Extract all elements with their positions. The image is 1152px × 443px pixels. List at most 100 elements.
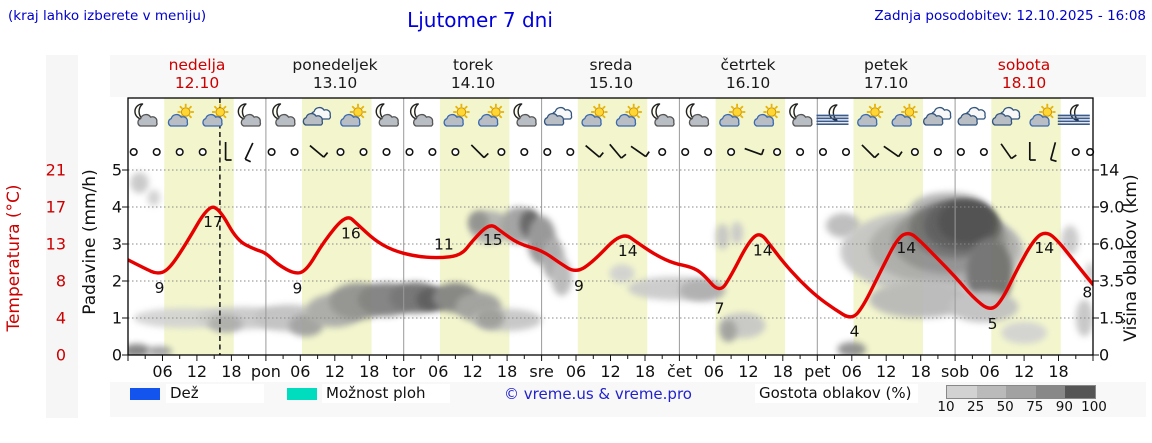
wind-calm-icon bbox=[910, 147, 919, 157]
svg-text:2: 2 bbox=[112, 272, 122, 291]
weather-icon-sun-cloud bbox=[581, 103, 608, 127]
density-segment bbox=[976, 386, 1007, 398]
rain-legend-swatch bbox=[130, 388, 160, 400]
wind-calm-icon bbox=[520, 147, 529, 157]
wind-calm-icon bbox=[979, 147, 988, 157]
temp-value-label: 8 bbox=[1082, 284, 1092, 302]
day-date: 14.10 bbox=[450, 74, 496, 92]
weather-icon-cloudy bbox=[957, 106, 986, 126]
density-stop-label: 25 bbox=[967, 399, 985, 415]
wind-calm-icon bbox=[933, 147, 942, 157]
hour-tick-label: 12 bbox=[462, 362, 482, 381]
wind-calm-icon bbox=[359, 147, 368, 157]
day-name: sobota bbox=[997, 56, 1051, 74]
temp-value-labels: 9 17 9 16 11 15 9 14 7 14 4 14 5 14 8 bbox=[155, 213, 1093, 341]
cloud-blob bbox=[475, 306, 505, 330]
hour-tick-label: 06 bbox=[428, 362, 448, 381]
cloud-blob bbox=[609, 264, 635, 283]
wind-calm-icon bbox=[152, 147, 161, 157]
day-date: 16.10 bbox=[725, 74, 771, 92]
cloud-blob bbox=[128, 343, 151, 355]
day-date: 13.10 bbox=[312, 74, 358, 92]
weather-icon-sun-cloud bbox=[615, 103, 642, 127]
cloud-blob bbox=[719, 319, 737, 342]
time-axis-labels: 06 12 18 pon 06 12 18 tor 06 12 18 sre 06 12 18 čet 06 12… bbox=[152, 362, 1068, 381]
svg-text:4: 4 bbox=[112, 198, 122, 217]
cloud-axis-title: Višina oblakov (km) bbox=[1121, 174, 1141, 341]
svg-text:3: 3 bbox=[112, 235, 122, 254]
wind-calm-icon bbox=[796, 147, 805, 157]
temp-value-label: 14 bbox=[1034, 239, 1054, 257]
weather-icon-sun-cloud bbox=[478, 103, 505, 127]
svg-text:0: 0 bbox=[112, 346, 122, 365]
svg-text:13: 13 bbox=[46, 235, 66, 254]
temp-value-label: 4 bbox=[850, 323, 860, 341]
wind-calm-icon bbox=[704, 147, 713, 157]
svg-text:6.0: 6.0 bbox=[1099, 235, 1124, 254]
cloud-blob bbox=[468, 210, 489, 233]
day-date: 15.10 bbox=[588, 74, 634, 92]
hour-tick-label: 12 bbox=[1014, 362, 1034, 381]
day-header-torek: torek 14.10 bbox=[404, 56, 542, 92]
wind-calm-icon bbox=[841, 147, 851, 157]
svg-text:4: 4 bbox=[56, 309, 66, 328]
wind-calm-icon bbox=[956, 147, 965, 157]
temp-axis-title: Temperatura (°C) bbox=[4, 184, 24, 332]
weather-icon-cloudy bbox=[923, 106, 952, 126]
hour-tick-label: 12 bbox=[876, 362, 896, 381]
svg-text:21: 21 bbox=[46, 161, 66, 180]
wind-calm-icon bbox=[658, 147, 667, 157]
svg-text:0: 0 bbox=[1099, 346, 1109, 365]
copyright-link[interactable]: © vreme.us & vreme.pro bbox=[504, 385, 692, 403]
day-header-ponedeljek: ponedeljek 13.10 bbox=[266, 56, 404, 92]
svg-text:17: 17 bbox=[46, 198, 66, 217]
day-header-cetrtek: četrtek 16.10 bbox=[679, 56, 817, 92]
temp-value-label: 7 bbox=[715, 299, 725, 317]
day-header-nedelja: nedelja 12.10 bbox=[128, 56, 266, 92]
cloud-blob bbox=[937, 200, 996, 244]
day-abbrev-label: sre bbox=[529, 362, 553, 381]
day-dividers bbox=[265, 98, 956, 355]
wind-barb-icon bbox=[744, 147, 765, 156]
hour-tick-label: 06 bbox=[979, 362, 999, 381]
day-header-band bbox=[110, 55, 1146, 97]
weather-icon-moon-cloud bbox=[237, 103, 262, 127]
shower-legend-label: Možnost ploh bbox=[322, 384, 450, 403]
temp-value-label: 16 bbox=[341, 224, 361, 242]
weather-icons bbox=[134, 103, 1090, 127]
weather-icon-sun-cloud bbox=[857, 103, 884, 127]
cloud-density-label: Gostota oblakov (%) bbox=[755, 384, 918, 403]
hour-tick-label: 06 bbox=[842, 362, 862, 381]
day-name: petek bbox=[864, 56, 908, 74]
wind-calm-icon bbox=[818, 147, 828, 157]
cloud-blob bbox=[147, 189, 161, 206]
density-stop-label: 10 bbox=[937, 399, 955, 415]
weather-icon-sun-cloud bbox=[202, 103, 229, 127]
density-stop-label: 50 bbox=[996, 399, 1014, 415]
wind-calm-icon bbox=[543, 147, 552, 157]
wind-calm-icon bbox=[428, 147, 437, 157]
density-segment bbox=[1006, 386, 1036, 398]
weather-icon-moon-fog bbox=[1057, 104, 1090, 126]
wind-barb-icon bbox=[1000, 143, 1017, 160]
last-update: Zadnja posodobitev: 12.10.2025 - 16:08 bbox=[874, 8, 1146, 24]
hour-tick-label: 18 bbox=[359, 362, 379, 381]
cloud-blob bbox=[730, 221, 744, 244]
weather-icon-sun-cloud bbox=[443, 103, 470, 127]
day-abbrev-label: pon bbox=[251, 362, 281, 381]
left-gray-strip bbox=[46, 55, 78, 418]
wind-calm-icon bbox=[336, 147, 345, 157]
day-header-sobota: sobota 18.10 bbox=[955, 56, 1093, 92]
weather-icon-moon-cloud bbox=[651, 103, 675, 127]
cloud-density-scale bbox=[946, 385, 1096, 399]
day-name: nedelja bbox=[168, 56, 226, 74]
menu-hint: (kraj lahko izberete v meniju) bbox=[8, 8, 207, 24]
weather-icon-moon-fog bbox=[816, 104, 849, 126]
hour-tick-label: 12 bbox=[738, 362, 758, 381]
cloud-blob bbox=[147, 346, 173, 355]
hour-tick-label: 18 bbox=[911, 362, 931, 381]
wind-calm-icon bbox=[382, 147, 391, 157]
wind-calm-icon bbox=[1071, 147, 1080, 157]
cloud-blob bbox=[208, 314, 243, 333]
